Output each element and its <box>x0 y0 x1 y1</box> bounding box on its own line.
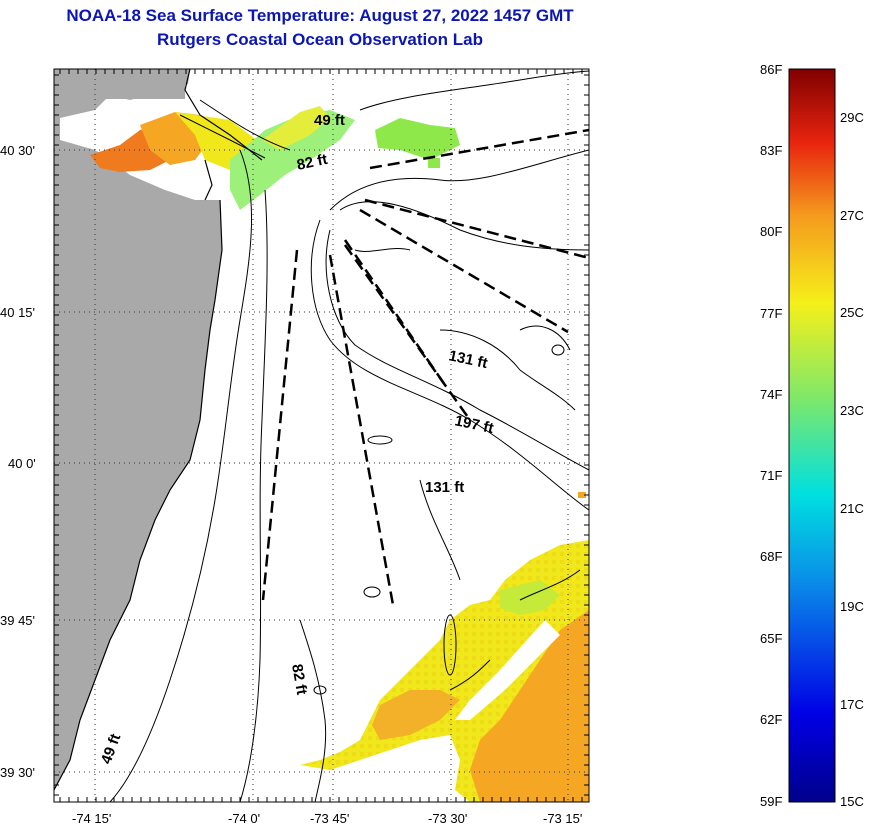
colorbar-c-label: 19C <box>840 599 864 614</box>
lon-axis: -74 15' -74 0' -73 45' -73 30' -73 15' <box>72 811 582 826</box>
colorbar-f-labels: 86F 83F 80F 77F 74F 71F 68F 65F 62F 59F <box>760 62 782 809</box>
colorbar-f-label: 71F <box>760 468 782 483</box>
colorbar-f-label: 80F <box>760 224 782 239</box>
lat-label: 39 45' <box>0 613 35 628</box>
sst-patch-south-orange2 <box>372 690 460 740</box>
colorbar-f-label: 86F <box>760 62 782 77</box>
sst-patch-li-small <box>428 158 440 168</box>
lat-label: 39 30' <box>0 765 35 780</box>
bathymetry-contours <box>109 70 589 802</box>
frame-ticks <box>54 69 589 802</box>
lon-label: -73 45' <box>310 811 349 826</box>
colorbar-f-label: 77F <box>760 306 782 321</box>
lat-label: 40 30' <box>0 143 35 158</box>
depth-label-131ft-south: 131 ft <box>425 479 464 496</box>
sst-patch-south-orange <box>470 610 589 802</box>
colorbar-c-label: 15C <box>840 794 864 809</box>
colorbar-f-label: 62F <box>760 712 782 727</box>
sst-patch-nyb-yellow <box>262 106 330 150</box>
dashed-lanes <box>261 128 589 606</box>
coastline <box>54 69 263 791</box>
lon-label: -73 15' <box>543 811 582 826</box>
colorbar-c-label: 21C <box>840 501 864 516</box>
colorbar-f-label: 83F <box>760 143 782 158</box>
colorbar-c-label: 29C <box>840 110 864 125</box>
colorbar-c-label: 27C <box>840 208 864 223</box>
depth-label-49ft-north: 49 ft <box>314 112 345 129</box>
lon-label: -74 15' <box>72 811 111 826</box>
colorbar-c-label: 23C <box>840 403 864 418</box>
colorbar-f-label: 65F <box>760 631 782 646</box>
colorbar-f-label: 74F <box>760 387 782 402</box>
depth-label-82ft-north: 82 ft <box>295 151 329 174</box>
sst-patch-nyb-green <box>230 110 355 210</box>
colorbar-c-label: 25C <box>840 305 864 320</box>
sst-patch-li-green <box>375 118 460 160</box>
inlet-line <box>179 114 266 159</box>
colorbar <box>788 68 836 803</box>
lat-label: 40 15' <box>0 305 35 320</box>
lat-label: 40 0' <box>8 456 36 471</box>
lat-axis: 40 30' 40 15' 40 0' 39 45' 39 30' <box>0 143 36 780</box>
sst-patch-east-dot <box>578 492 586 498</box>
land-long-island-notch <box>150 69 190 92</box>
lon-label: -74 0' <box>228 811 260 826</box>
map-subtitle: Rutgers Coastal Ocean Observation Lab <box>157 30 483 49</box>
sst-patch-south-white-channel <box>455 620 560 720</box>
land-new-jersey <box>54 69 222 790</box>
colorbar-f-label: 59F <box>760 794 782 809</box>
depth-label-82ft-south: 82 ft <box>288 663 310 696</box>
lon-label: -73 30' <box>428 811 467 826</box>
colorbar-f-label: 68F <box>760 549 782 564</box>
map-title: NOAA-18 Sea Surface Temperature: August … <box>66 6 574 25</box>
colorbar-c-labels: 29C 27C 25C 23C 21C 19C 17C 15C <box>840 110 864 809</box>
colorbar-c-label: 17C <box>840 697 864 712</box>
